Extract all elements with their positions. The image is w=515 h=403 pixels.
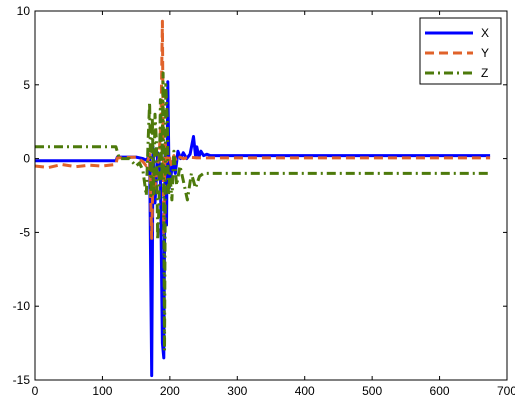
series-line-y [34,19,491,240]
x-tick-label: 400 [295,384,315,398]
x-axis: 0 100 200 300 400 500 600 700 [32,11,515,398]
x-tick-label: 600 [430,384,450,398]
y-tick-label: 10 [17,4,31,18]
legend-label-x: X [481,26,489,40]
x-tick-label: 300 [227,384,247,398]
x-tick-label: 700 [497,384,515,398]
series-line-x [35,80,491,378]
y-tick-label: -5 [19,225,30,239]
legend-label-y: Y [481,46,489,60]
y-tick-label: 5 [23,78,30,92]
x-tick-label: 500 [362,384,382,398]
y-axis: -15 -10 -5 0 5 10 [13,4,507,387]
legend-label-z: Z [481,66,488,80]
y-tick-label: -15 [13,373,31,387]
series-layer [34,19,491,378]
y-tick-label: 0 [23,152,30,166]
plot-frame [34,10,508,381]
x-tick-label: 100 [92,384,112,398]
y-tick-label: -10 [13,299,31,313]
x-tick-label: 200 [160,384,180,398]
series-line-z [35,71,491,352]
legend: XYZ [419,17,502,85]
x-tick-label: 0 [32,384,39,398]
